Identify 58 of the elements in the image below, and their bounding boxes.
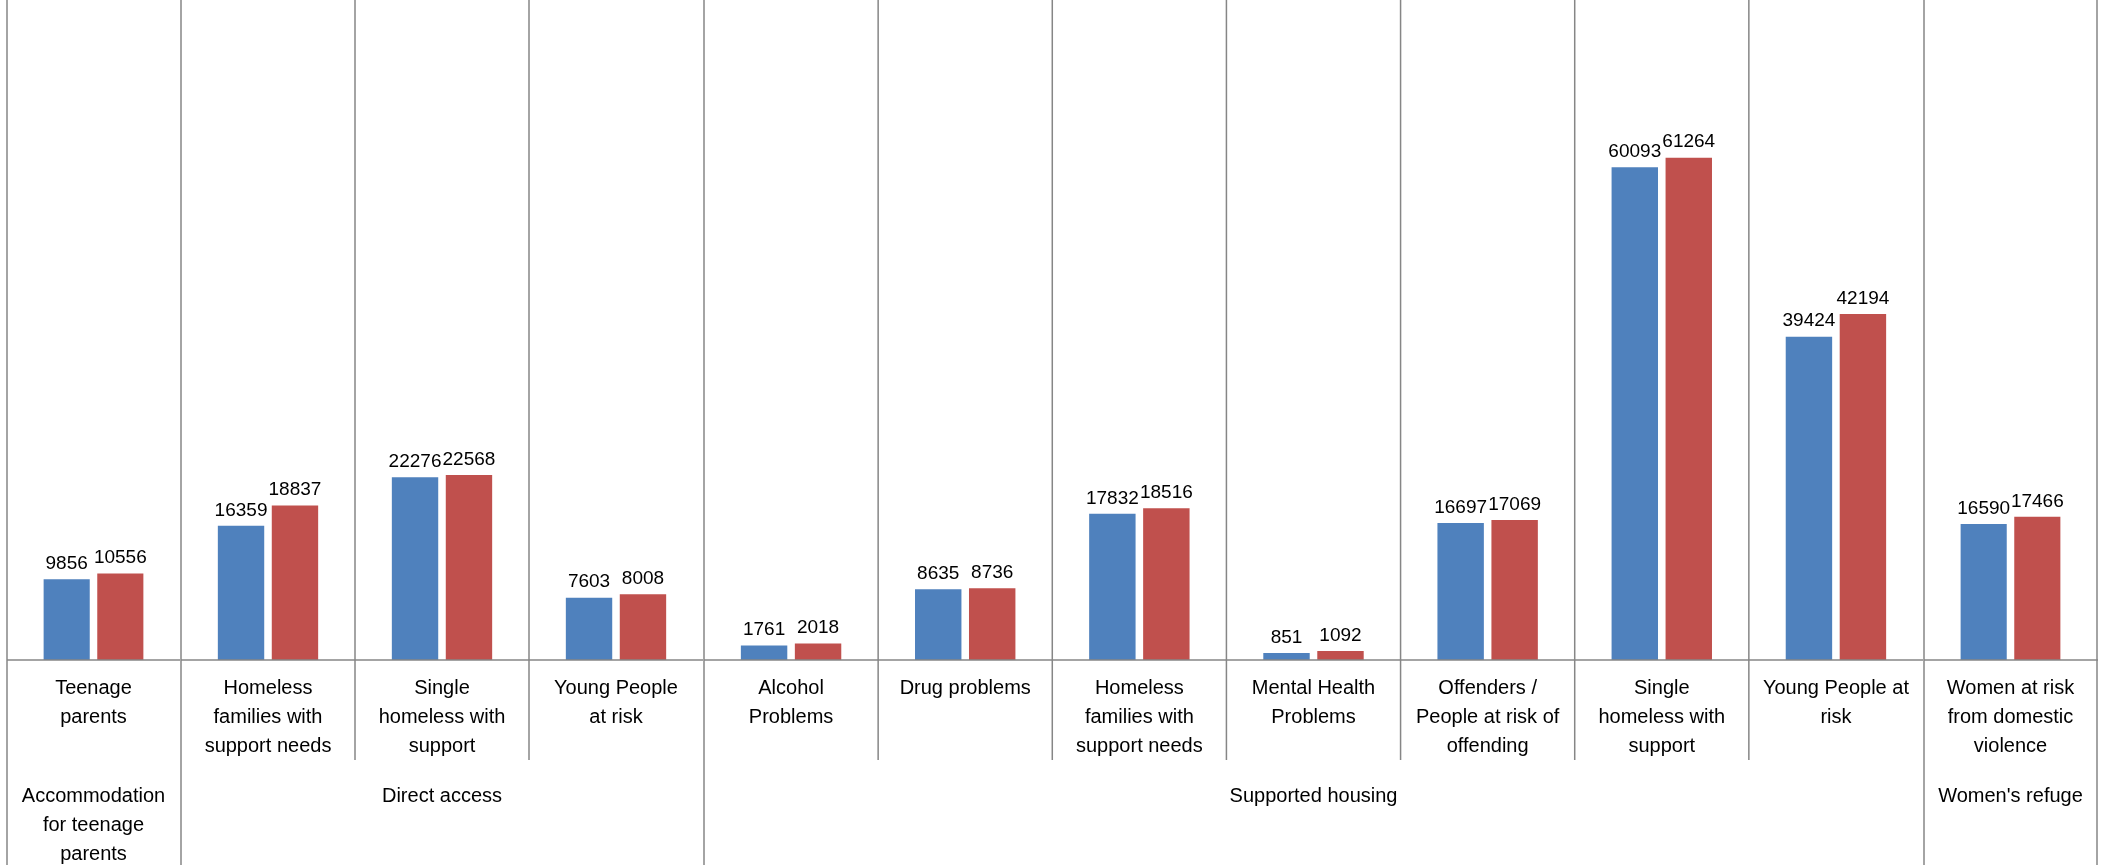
- x-tick-label: Drug problems: [899, 675, 1031, 698]
- bar: [1089, 513, 1136, 660]
- bar: [794, 643, 842, 660]
- data-label: 39424: [1782, 309, 1836, 331]
- bar: [1839, 314, 1887, 660]
- bar: [391, 477, 439, 660]
- bar: [1317, 651, 1364, 660]
- data-label: 1761: [742, 618, 786, 640]
- bar: [271, 505, 319, 660]
- bar: [1785, 336, 1833, 660]
- x-axis-title: Supported housing: [1229, 783, 1398, 806]
- x-axis-title: Women's refuge: [1938, 783, 2083, 806]
- data-label: 16590: [1957, 496, 2011, 518]
- data-label: 1092: [1319, 623, 1362, 645]
- data-label: 60093: [1608, 139, 1662, 161]
- x-tick-label: Offenders / People at risk of offending: [1415, 675, 1560, 756]
- data-label: 61264: [1662, 130, 1716, 152]
- data-label: 18837: [268, 478, 322, 500]
- data-label: 9856: [45, 551, 88, 573]
- x-axis-title: Direct access: [381, 783, 503, 806]
- x-tick-label: Homeless families with support needs: [1075, 675, 1203, 756]
- bar: [565, 597, 613, 660]
- data-label: 8008: [621, 567, 665, 589]
- data-label: 851: [1270, 625, 1303, 647]
- data-label: 16359: [214, 498, 268, 520]
- x-axis-title: Accommodation for teenage parents: [21, 783, 166, 864]
- x-tick-label: Single homeless with support: [1598, 675, 1726, 756]
- bar: [1491, 520, 1538, 660]
- data-label: 7603: [567, 570, 611, 592]
- data-label: 22276: [388, 450, 442, 472]
- bar: [1437, 523, 1484, 660]
- bar: [445, 474, 493, 660]
- bar: [619, 594, 667, 660]
- bar: [968, 588, 1016, 660]
- x-tick-label: Homeless families with support needs: [204, 675, 332, 756]
- bar: [217, 525, 265, 660]
- data-label: 17832: [1085, 486, 1139, 508]
- x-tick-label: Teenage parents: [55, 675, 132, 727]
- data-label: 8635: [917, 561, 960, 583]
- x-tick-label: Women at risk from domestic violence: [1946, 675, 2076, 756]
- data-label: 10556: [93, 546, 147, 568]
- x-tick-label: Mental Health Problems: [1251, 675, 1376, 727]
- bar: [1665, 157, 1712, 660]
- bar: [1611, 167, 1659, 660]
- data-label: 17069: [1488, 492, 1542, 514]
- data-label: 2018: [796, 616, 840, 638]
- data-label: 42194: [1836, 286, 1890, 308]
- data-label: 17466: [2010, 489, 2064, 511]
- bar: [915, 589, 962, 660]
- data-label: 8736: [971, 561, 1014, 583]
- x-tick-label: Single homeless with support: [378, 675, 506, 756]
- bar: [1143, 508, 1190, 660]
- x-tick-label: Alcohol Problems: [748, 675, 834, 727]
- x-tick-label: Young People at risk: [1762, 675, 1910, 727]
- data-label: 16697: [1434, 495, 1488, 517]
- data-label: 18516: [1139, 480, 1193, 502]
- data-label: 22568: [442, 447, 496, 469]
- x-tick-label: Young People at risk: [554, 675, 678, 727]
